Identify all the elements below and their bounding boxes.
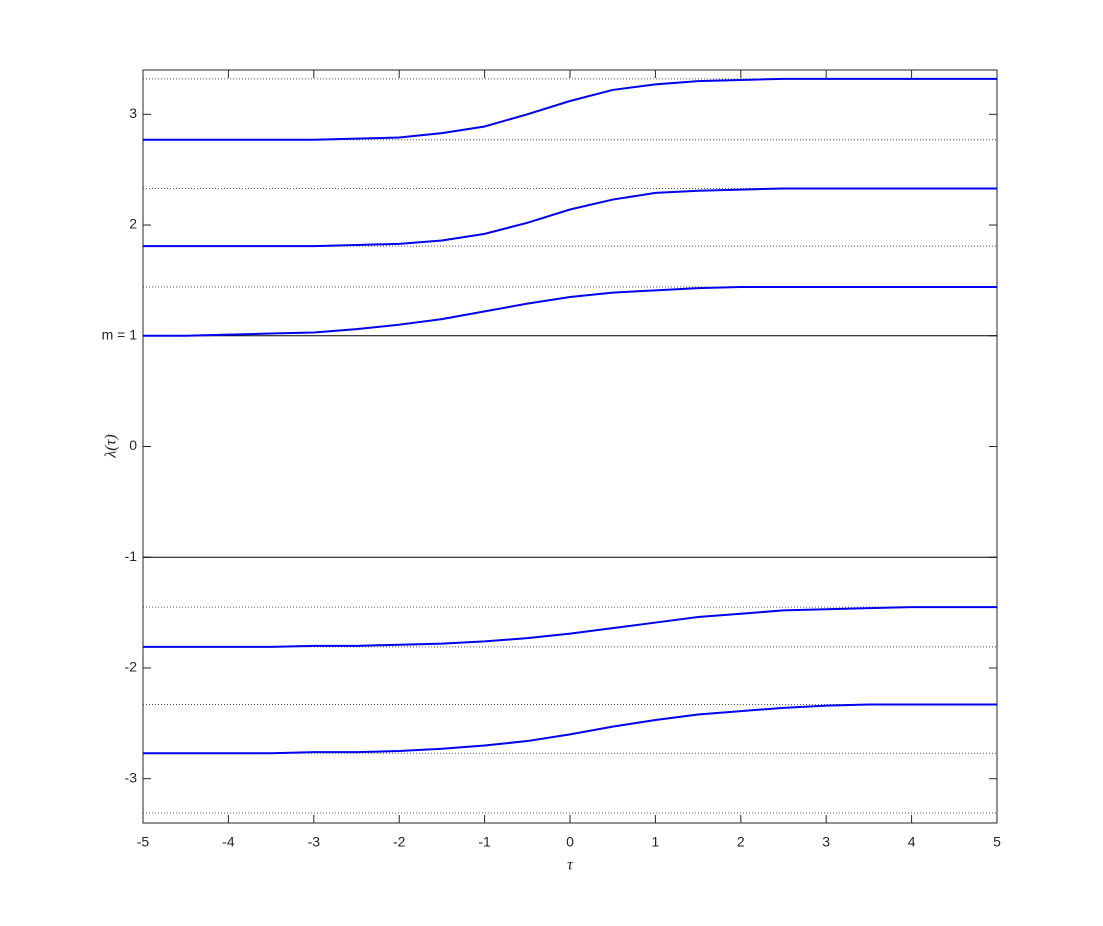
x-tick-label: -5 (137, 834, 150, 850)
x-tick-label: 2 (737, 834, 745, 850)
x-tick-label: 1 (652, 834, 660, 850)
y-tick-label: -1 (125, 548, 138, 564)
x-axis-label: τ (567, 857, 574, 874)
y-tick-label: -3 (125, 769, 138, 785)
plot-frame (142, 69, 998, 824)
series-line (143, 77, 997, 141)
x-tick-label: -4 (222, 834, 235, 850)
x-tick-label: -1 (478, 834, 491, 850)
y-axis-label: λ(τ) (103, 434, 120, 458)
x-tick-label: 5 (993, 834, 1001, 850)
y-tick-label: 3 (129, 105, 137, 121)
y-tick-label: 0 (129, 437, 137, 453)
x-tick-label: 3 (822, 834, 830, 850)
x-tick-label: -2 (393, 834, 406, 850)
x-tick-label: 0 (566, 834, 574, 850)
x-tick-label: 4 (908, 834, 916, 850)
series-line (143, 187, 997, 248)
series-line (143, 286, 997, 337)
y-tick-label: m = 1 (102, 326, 138, 342)
series-line (143, 606, 997, 648)
series-line (143, 703, 997, 755)
x-tick-label: -3 (308, 834, 321, 850)
y-tick-label: -2 (125, 659, 138, 675)
y-tick-label: 2 (129, 216, 137, 232)
